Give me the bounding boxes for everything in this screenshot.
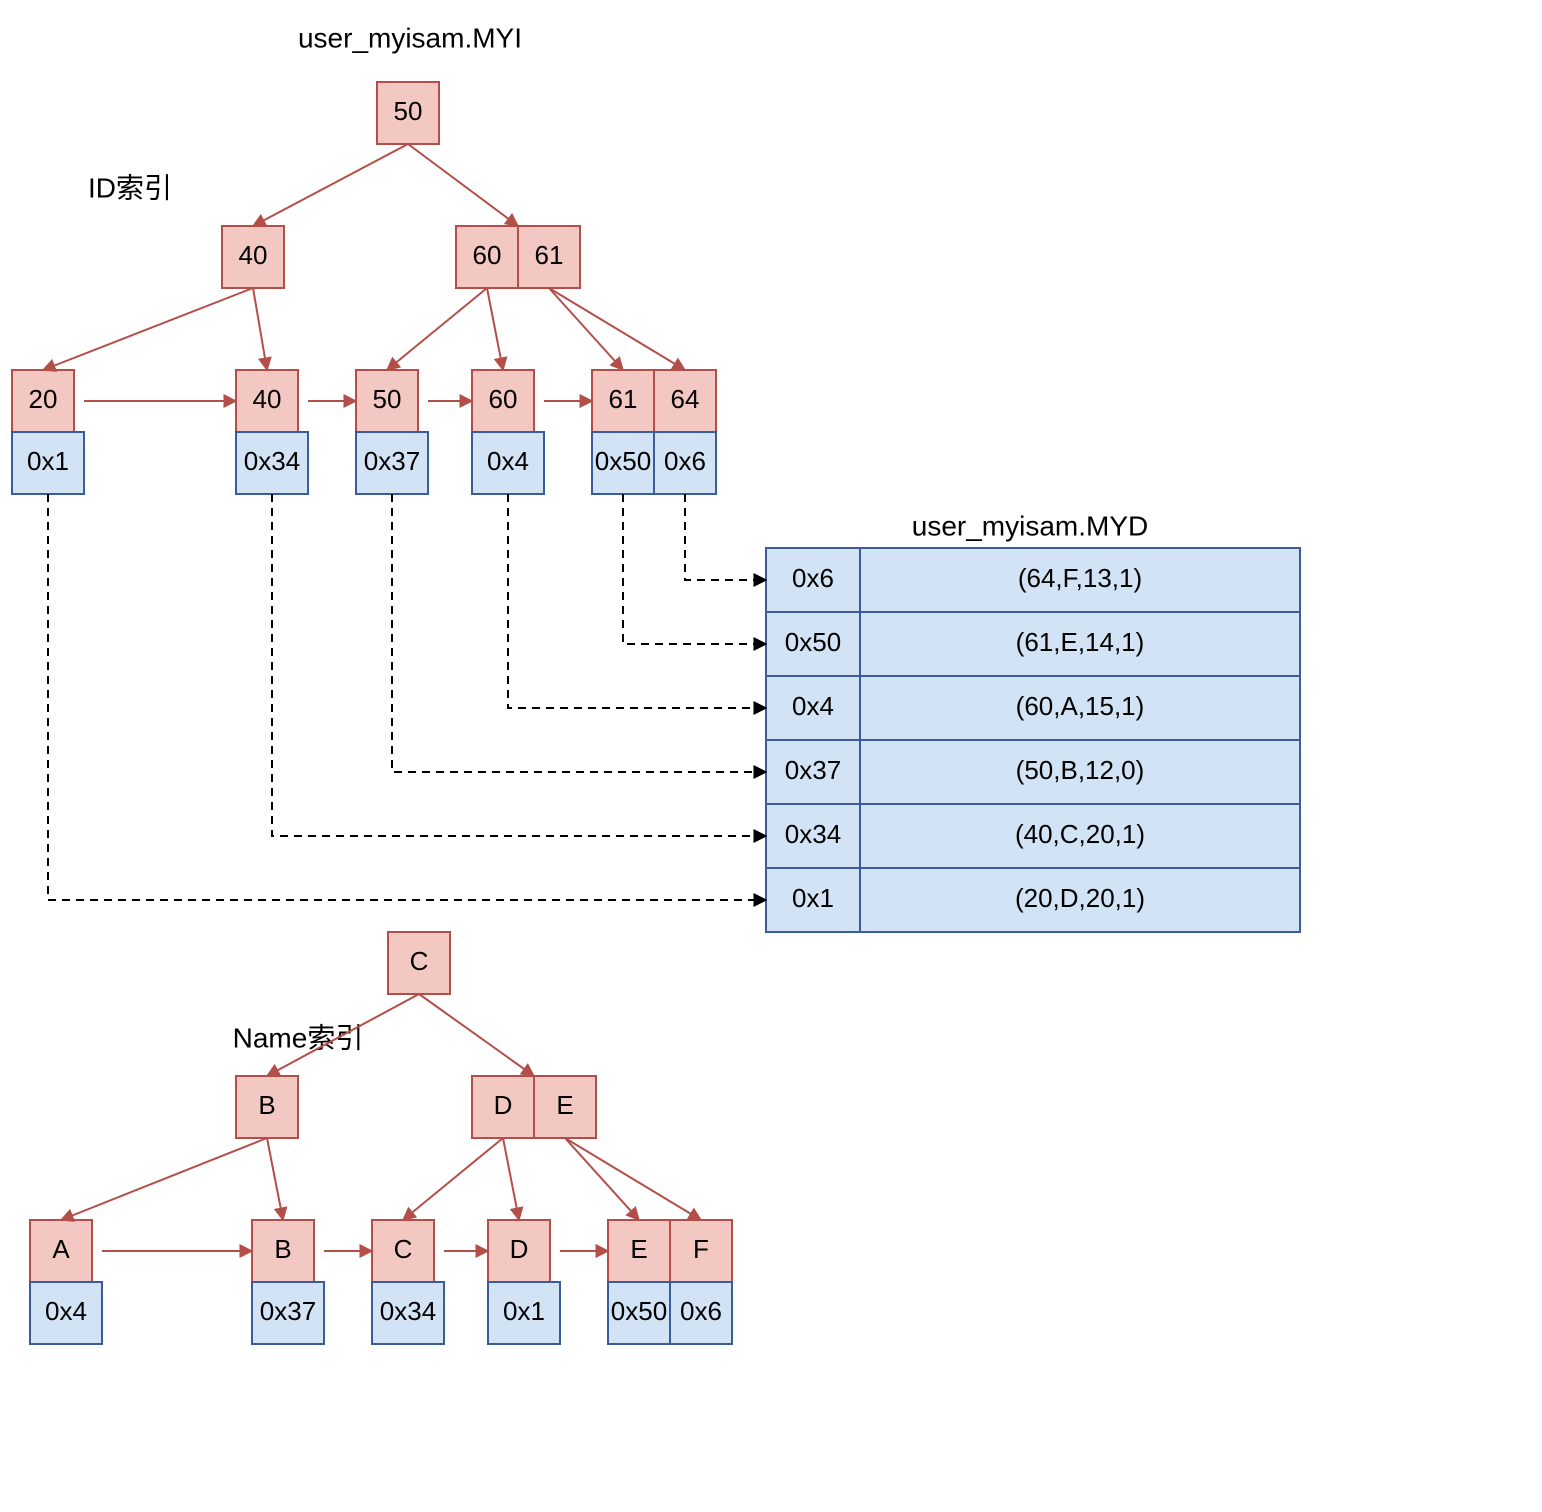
name-l2-right-a-label: D <box>494 1090 513 1120</box>
data-addr-label-2: 0x4 <box>792 691 834 721</box>
name-root-label: C <box>410 946 429 976</box>
data-val-label-5: (20,D,20,1) <box>1015 883 1145 913</box>
name-leaf-key-label-5: F <box>693 1234 709 1264</box>
id-leaf-key-label-0: 20 <box>29 384 58 414</box>
data-addr-label-5: 0x1 <box>792 883 834 913</box>
diagram-canvas: user_myisam.MYI ID索引 Name索引 user_myisam.MYD… <box>0 0 1542 1512</box>
id-leaf-key-label-4: 61 <box>609 384 638 414</box>
id-l2-right-b-label: 61 <box>535 240 564 270</box>
name-leaf-ptr-label-2: 0x34 <box>380 1296 436 1326</box>
name-l2-left-label: B <box>258 1090 275 1120</box>
data-addr-label-4: 0x34 <box>785 819 841 849</box>
data-val-label-0: (64,F,13,1) <box>1018 563 1142 593</box>
name-leaf-ptr-label-1: 0x37 <box>260 1296 316 1326</box>
title-myd: user_myisam.MYD <box>912 510 1148 541</box>
name-l2-right-b-label: E <box>556 1090 573 1120</box>
name-leaf-key-label-2: C <box>394 1234 413 1264</box>
data-val-label-3: (50,B,12,0) <box>1016 755 1145 785</box>
name-leaf-key-label-3: D <box>510 1234 529 1264</box>
data-val-label-4: (40,C,20,1) <box>1015 819 1145 849</box>
title-id-index: ID索引 <box>88 172 172 203</box>
data-val-label-2: (60,A,15,1) <box>1016 691 1145 721</box>
id-leaf-key-label-1: 40 <box>253 384 282 414</box>
name-leaf-ptr-label-4: 0x50 <box>611 1296 667 1326</box>
name-leaf-key-label-1: B <box>274 1234 291 1264</box>
id-root-label: 50 <box>394 96 423 126</box>
data-addr-label-1: 0x50 <box>785 627 841 657</box>
name-leaf-ptr-label-3: 0x1 <box>503 1296 545 1326</box>
id-leaf-key-label-5: 64 <box>671 384 700 414</box>
name-leaf-key-label-0: A <box>52 1234 70 1264</box>
data-addr-label-3: 0x37 <box>785 755 841 785</box>
id-leaf-ptr-label-0: 0x1 <box>27 446 69 476</box>
id-leaf-key-label-2: 50 <box>373 384 402 414</box>
name-leaf-key-label-4: E <box>630 1234 647 1264</box>
id-leaf-ptr-label-3: 0x4 <box>487 446 529 476</box>
title-name-index: Name索引 <box>233 1022 364 1053</box>
id-leaf-ptr-label-4: 0x50 <box>595 446 651 476</box>
name-leaf-ptr-label-5: 0x6 <box>680 1296 722 1326</box>
title-myi: user_myisam.MYI <box>298 22 522 53</box>
id-leaf-ptr-label-5: 0x6 <box>664 446 706 476</box>
id-leaf-ptr-label-1: 0x34 <box>244 446 300 476</box>
id-leaf-key-label-3: 60 <box>489 384 518 414</box>
data-val-label-1: (61,E,14,1) <box>1016 627 1145 657</box>
name-leaf-ptr-label-0: 0x4 <box>45 1296 87 1326</box>
id-l2-right-a-label: 60 <box>473 240 502 270</box>
id-leaf-ptr-label-2: 0x37 <box>364 446 420 476</box>
data-addr-label-0: 0x6 <box>792 563 834 593</box>
id-l2-left-label: 40 <box>239 240 268 270</box>
